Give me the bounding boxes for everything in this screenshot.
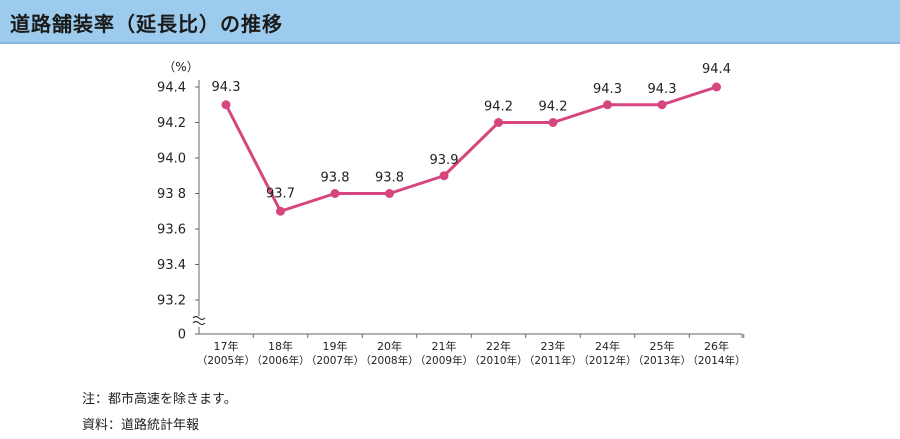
y-tick-label-zero: 0 — [178, 328, 186, 343]
axis-break-mark-2 — [192, 320, 206, 326]
x-tick-label-year: （2006年） — [251, 354, 309, 367]
y-tick-label: 93.2 — [157, 294, 186, 309]
y-tick-label: 93.4 — [157, 258, 186, 273]
x-tick-label: 20年 — [377, 339, 402, 353]
y-axis-unit-label: （%） — [163, 60, 198, 74]
data-label: 93.8 — [321, 171, 350, 186]
data-point — [276, 206, 285, 216]
x-tick-label-year: （2008年） — [360, 354, 418, 367]
data-label: 93.9 — [430, 153, 459, 168]
data-label: 94.2 — [539, 100, 568, 115]
y-tick-label: 93 8 — [157, 187, 186, 202]
y-tick-label: 94.2 — [157, 116, 186, 131]
data-point — [603, 100, 612, 110]
x-tick-label: 25年 — [650, 339, 675, 353]
x-tick-label: 23年 — [541, 339, 566, 353]
y-tick-label: 93.6 — [157, 223, 186, 238]
data-point — [330, 189, 340, 198]
x-tick-label-year: （2005年） — [197, 354, 255, 367]
series-line — [224, 85, 717, 213]
data-label: 93.7 — [266, 186, 295, 201]
y-tick-label: 94.4 — [157, 81, 186, 96]
data-label: 94.2 — [484, 100, 513, 115]
page-title: 道路舗装率（延長比）の推移 — [10, 12, 283, 36]
chart-source: 資料：道路統計年報 — [82, 418, 200, 433]
x-tick-label: 19年 — [323, 339, 348, 353]
y-tick-label: 94.0 — [157, 152, 186, 167]
x-tick-label-year: （2007年） — [306, 354, 364, 367]
title-bar: 道路舗装率（延長比）の推移 — [0, 0, 900, 44]
x-tick-label: 22年 — [486, 339, 511, 353]
axis-break-mark-1 — [192, 315, 206, 321]
chart-note: 注：都市高速を除きます。 — [82, 392, 237, 407]
data-label: 94.4 — [702, 62, 731, 77]
data-label: 94.3 — [648, 82, 677, 97]
x-tick-label-year: （2009年） — [415, 354, 473, 367]
x-tick-label: 18年 — [268, 339, 293, 353]
x-tick-label: 17年 — [214, 339, 239, 353]
x-tick-label: 21年 — [432, 339, 457, 353]
x-tick-label-year: （2014年） — [687, 354, 745, 367]
data-point — [385, 189, 394, 198]
data-point — [657, 100, 667, 110]
x-tick-label-year: （2012年） — [578, 354, 636, 367]
x-tick-label: 24年 — [595, 339, 620, 353]
x-tick-label-year: （2011年） — [524, 354, 582, 367]
data-label: 93.8 — [375, 171, 404, 186]
data-label: 94.3 — [593, 82, 622, 97]
data-point — [439, 171, 449, 181]
data-point — [494, 118, 503, 127]
x-tick-label: 26年 — [704, 339, 729, 353]
data-label: 94.3 — [212, 80, 241, 95]
data-point — [221, 100, 231, 110]
x-tick-label-year: （2013年） — [633, 354, 691, 367]
data-point — [548, 118, 558, 127]
data-point — [712, 82, 721, 92]
x-tick-label-year: （2010年） — [469, 354, 527, 367]
